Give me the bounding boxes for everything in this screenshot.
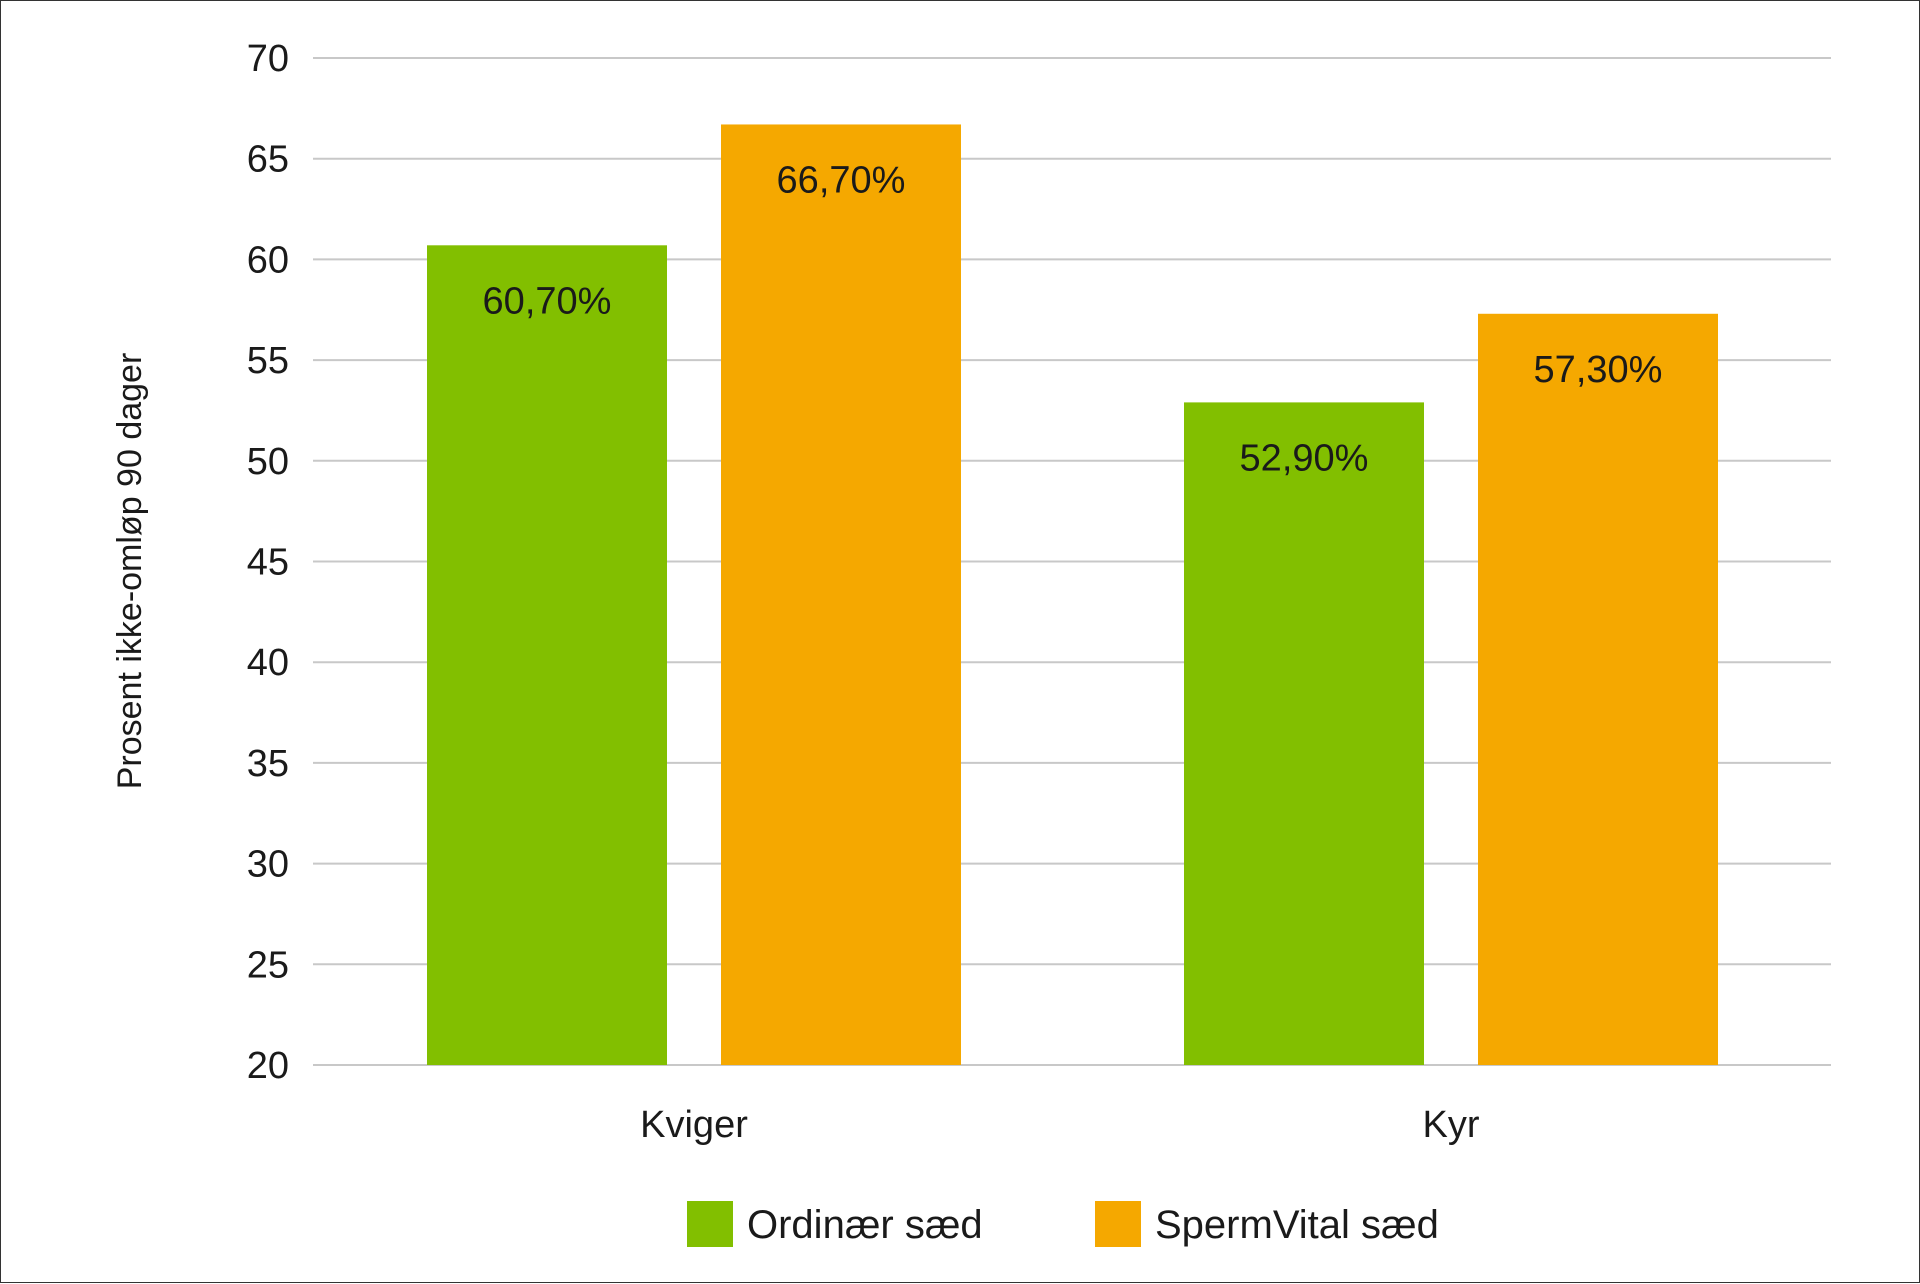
bar-kviger-1 <box>721 124 961 1066</box>
bar-kyr-0 <box>1184 402 1424 1065</box>
y-tick-label: 70 <box>247 38 289 80</box>
bar-kviger-0 <box>427 245 667 1065</box>
legend-label: Ordinær sæd <box>747 1203 983 1247</box>
legend-swatch <box>687 1201 733 1247</box>
y-tick-label: 50 <box>247 441 289 483</box>
data-label: 52,90% <box>1240 437 1369 479</box>
y-tick-label: 20 <box>247 1045 289 1087</box>
y-tick-label: 30 <box>247 844 289 886</box>
y-tick-label: 25 <box>247 944 289 986</box>
x-category-label: Kviger <box>640 1104 748 1146</box>
legend-label: SpermVital sæd <box>1155 1203 1439 1247</box>
x-category-label: Kyr <box>1423 1104 1480 1146</box>
data-label: 60,70% <box>483 280 612 322</box>
bar-kyr-1 <box>1478 313 1718 1065</box>
y-tick-label: 55 <box>247 340 289 382</box>
y-tick-label: 65 <box>247 139 289 181</box>
data-label: 66,70% <box>777 159 906 201</box>
bars <box>427 124 1718 1066</box>
y-tick-label: 40 <box>247 642 289 684</box>
legend: Ordinær sæd SpermVital sæd <box>687 1201 1439 1247</box>
x-axis-categories: Kviger Kyr <box>640 1104 1480 1146</box>
y-axis-ticks: 20 25 30 35 40 45 50 55 60 65 70 <box>247 38 289 1087</box>
y-tick-label: 60 <box>247 239 289 281</box>
y-axis-title: Prosent ikke-omløp 90 dager <box>111 353 149 790</box>
data-labels: 60,70% 66,70% 52,90% 57,30% <box>483 159 1663 479</box>
y-tick-label: 45 <box>247 542 289 584</box>
y-tick-label: 35 <box>247 743 289 785</box>
data-label: 57,30% <box>1534 349 1663 391</box>
legend-swatch <box>1095 1201 1141 1247</box>
